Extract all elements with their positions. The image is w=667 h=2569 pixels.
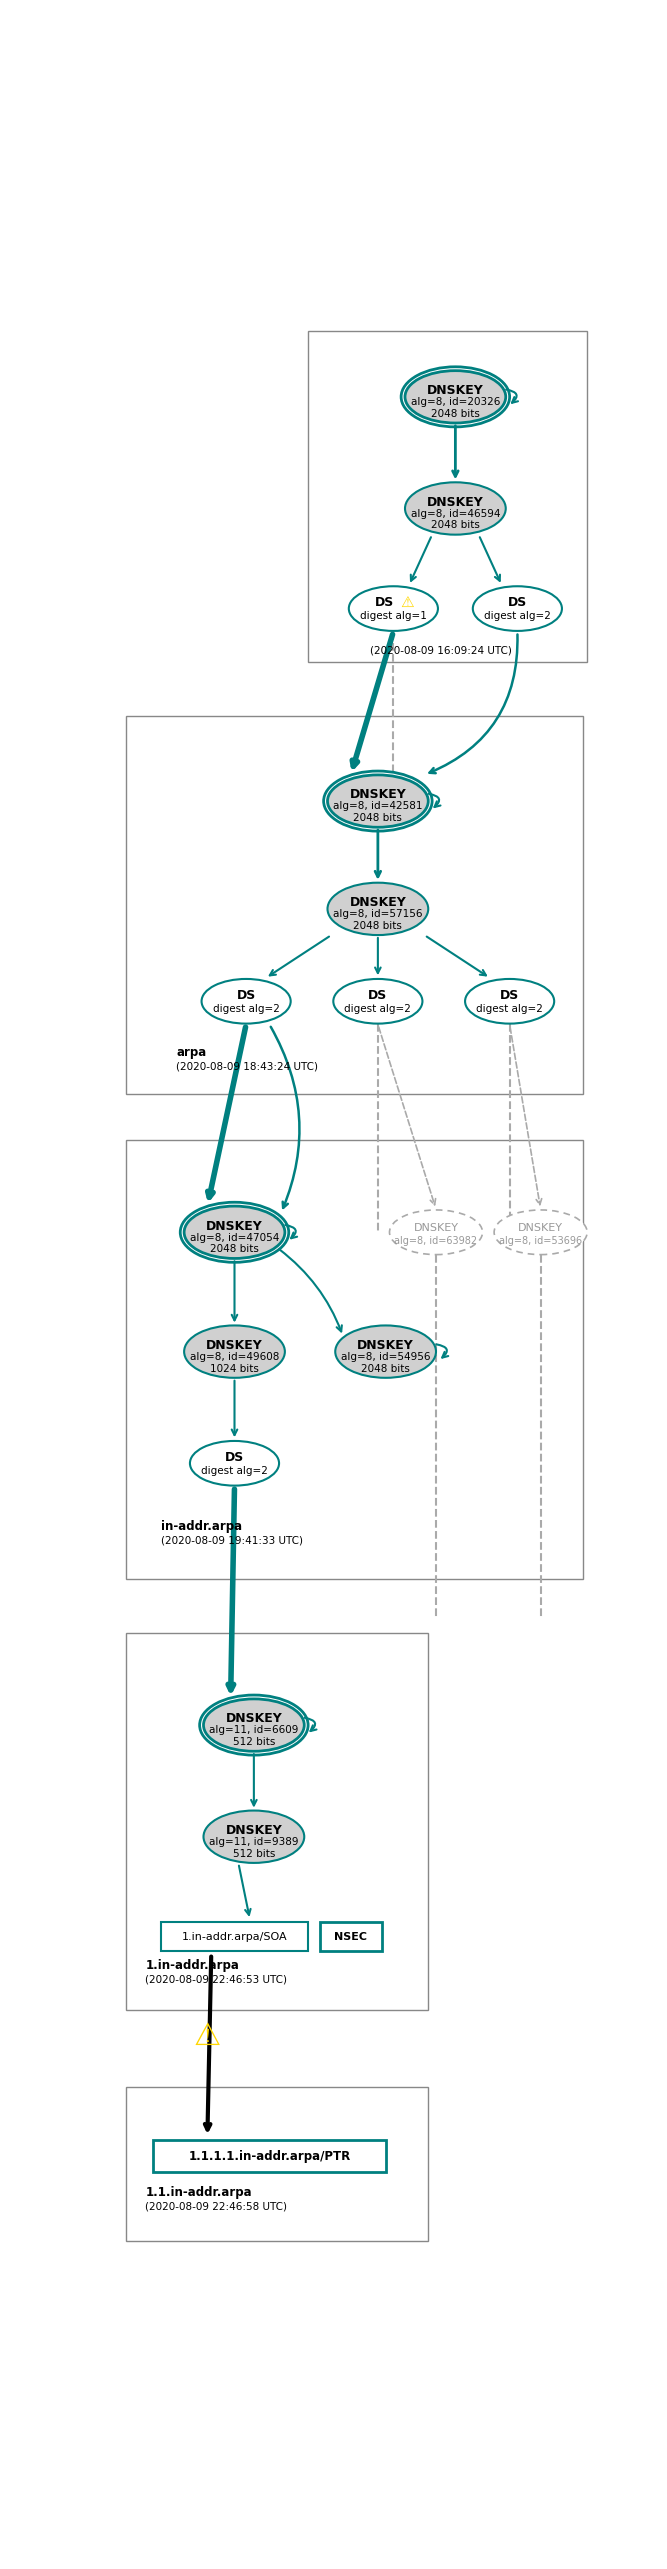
Ellipse shape: [203, 1811, 304, 1863]
Text: DS: DS: [368, 989, 388, 1002]
Text: alg=8, id=20326: alg=8, id=20326: [411, 398, 500, 408]
Text: 1.1.in-addr.arpa: 1.1.in-addr.arpa: [145, 2186, 252, 2199]
FancyBboxPatch shape: [161, 1922, 308, 1952]
Bar: [308, 331, 587, 663]
Text: digest alg=2: digest alg=2: [484, 611, 551, 622]
Text: 2048 bits: 2048 bits: [354, 812, 402, 822]
Text: 512 bits: 512 bits: [233, 1737, 275, 1747]
Text: 2048 bits: 2048 bits: [362, 1364, 410, 1374]
Text: 2048 bits: 2048 bits: [431, 408, 480, 419]
Ellipse shape: [190, 1441, 279, 1485]
Text: alg=11, id=6609: alg=11, id=6609: [209, 1726, 299, 1737]
Bar: [126, 2086, 428, 2240]
Text: ⚠: ⚠: [193, 2022, 221, 2053]
Text: DS: DS: [500, 989, 519, 1002]
Ellipse shape: [184, 1205, 285, 1259]
Ellipse shape: [334, 979, 422, 1022]
Ellipse shape: [465, 979, 554, 1022]
Text: DNSKEY: DNSKEY: [350, 897, 406, 909]
Text: 1.in-addr.arpa/SOA: 1.in-addr.arpa/SOA: [181, 1932, 287, 1942]
Text: DNSKEY: DNSKEY: [225, 1824, 282, 1837]
Text: DNSKEY: DNSKEY: [427, 496, 484, 509]
Text: DNSKEY: DNSKEY: [518, 1223, 563, 1233]
Text: DS: DS: [508, 596, 527, 609]
Text: (2020-08-09 22:46:58 UTC): (2020-08-09 22:46:58 UTC): [145, 2202, 287, 2212]
Text: (2020-08-09 16:09:24 UTC): (2020-08-09 16:09:24 UTC): [370, 645, 512, 655]
Text: DNSKEY: DNSKEY: [358, 1338, 414, 1351]
Text: 2048 bits: 2048 bits: [431, 522, 480, 529]
Text: (2020-08-09 19:41:33 UTC): (2020-08-09 19:41:33 UTC): [161, 1536, 303, 1547]
Text: alg=8, id=49608: alg=8, id=49608: [190, 1351, 279, 1362]
Text: NSEC: NSEC: [334, 1932, 368, 1942]
Text: 1024 bits: 1024 bits: [210, 1364, 259, 1374]
Text: DNSKEY: DNSKEY: [427, 385, 484, 398]
Text: (2020-08-09 18:43:24 UTC): (2020-08-09 18:43:24 UTC): [176, 1061, 318, 1071]
Text: DS: DS: [374, 596, 394, 609]
Text: alg=8, id=42581: alg=8, id=42581: [333, 802, 423, 812]
Text: 2048 bits: 2048 bits: [210, 1243, 259, 1254]
Text: DNSKEY: DNSKEY: [350, 789, 406, 802]
Text: alg=8, id=47054: alg=8, id=47054: [190, 1233, 279, 1243]
FancyBboxPatch shape: [153, 2140, 386, 2173]
Text: digest alg=2: digest alg=2: [213, 1004, 279, 1015]
Text: DS: DS: [237, 989, 255, 1002]
Ellipse shape: [327, 776, 428, 827]
Ellipse shape: [405, 483, 506, 534]
Text: 1.1.1.1.in-addr.arpa/PTR: 1.1.1.1.in-addr.arpa/PTR: [188, 2150, 350, 2163]
Bar: [126, 717, 583, 1094]
Text: 1.in-addr.arpa: 1.in-addr.arpa: [145, 1958, 239, 1973]
Text: DNSKEY: DNSKEY: [206, 1338, 263, 1351]
Ellipse shape: [327, 884, 428, 935]
FancyBboxPatch shape: [319, 1922, 382, 1952]
Ellipse shape: [349, 586, 438, 632]
Text: ⚠: ⚠: [400, 596, 414, 609]
Ellipse shape: [201, 979, 291, 1022]
Ellipse shape: [494, 1210, 587, 1254]
Text: (2020-08-09 22:46:53 UTC): (2020-08-09 22:46:53 UTC): [145, 1973, 287, 1983]
Text: digest alg=2: digest alg=2: [344, 1004, 412, 1015]
Bar: [126, 1141, 583, 1580]
Text: digest alg=2: digest alg=2: [476, 1004, 543, 1015]
Text: alg=8, id=54956: alg=8, id=54956: [341, 1351, 430, 1362]
Text: 2048 bits: 2048 bits: [354, 920, 402, 930]
Text: alg=8, id=63982: alg=8, id=63982: [394, 1236, 478, 1246]
Ellipse shape: [184, 1326, 285, 1377]
Ellipse shape: [405, 370, 506, 424]
Text: in-addr.arpa: in-addr.arpa: [161, 1521, 242, 1534]
Ellipse shape: [390, 1210, 482, 1254]
Bar: [126, 1634, 428, 2009]
Text: DNSKEY: DNSKEY: [206, 1220, 263, 1233]
Text: digest alg=2: digest alg=2: [201, 1467, 268, 1477]
Text: 512 bits: 512 bits: [233, 1850, 275, 1857]
Text: DNSKEY: DNSKEY: [225, 1714, 282, 1726]
Text: digest alg=1: digest alg=1: [360, 611, 427, 622]
Text: alg=11, id=9389: alg=11, id=9389: [209, 1837, 299, 1847]
Text: DS: DS: [225, 1451, 244, 1464]
Text: DNSKEY: DNSKEY: [414, 1223, 458, 1233]
Ellipse shape: [336, 1326, 436, 1377]
Text: arpa: arpa: [176, 1046, 207, 1058]
Ellipse shape: [473, 586, 562, 632]
Text: alg=8, id=57156: alg=8, id=57156: [333, 909, 423, 920]
Text: alg=8, id=53696: alg=8, id=53696: [499, 1236, 582, 1246]
Ellipse shape: [203, 1698, 304, 1752]
Text: alg=8, id=46594: alg=8, id=46594: [411, 509, 500, 519]
